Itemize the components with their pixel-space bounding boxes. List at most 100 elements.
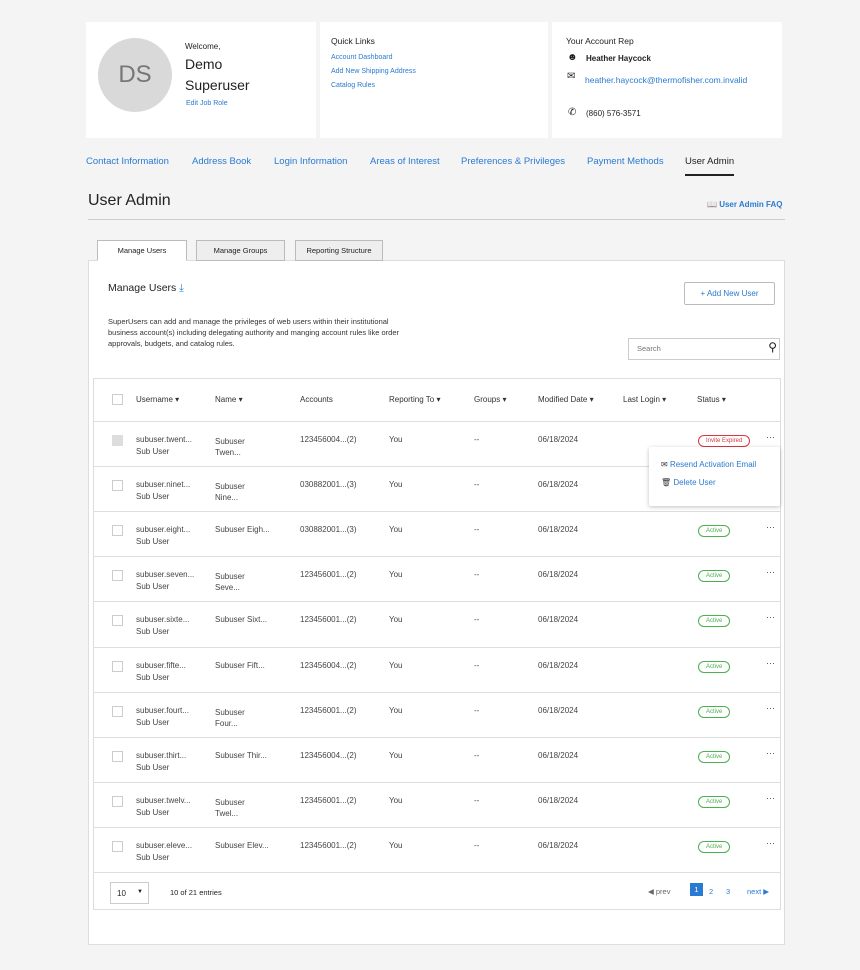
add-new-user-button[interactable]: + Add New User [684, 282, 775, 305]
edit-job-role-link[interactable]: Edit Job Role [186, 100, 228, 107]
row-checkbox[interactable] [112, 570, 123, 582]
account-rep-title: Your Account Rep [566, 36, 634, 46]
more-actions-icon[interactable]: ··· [766, 837, 775, 848]
more-actions-icon[interactable]: ··· [766, 567, 775, 578]
user-reporting-to: You [389, 615, 403, 625]
more-actions-icon[interactable]: ··· [766, 657, 775, 668]
nav-preferences-privileges[interactable]: Preferences & Privileges [461, 156, 566, 167]
prev-label: prev [655, 887, 671, 896]
row-checkbox[interactable] [112, 660, 123, 672]
avatar: DS [98, 38, 172, 112]
download-icon[interactable]: ⤓ [179, 282, 184, 294]
search-input[interactable] [637, 344, 757, 353]
page-2-button[interactable]: 2 [709, 887, 714, 896]
page-size-select[interactable]: 10 ▼ [110, 882, 149, 904]
col-last-login[interactable]: Last Login ▾ [623, 395, 667, 404]
row-checkbox[interactable] [112, 480, 123, 492]
catalog-rules-link[interactable]: Catalog Rules [331, 82, 375, 89]
nav-areas-of-interest[interactable]: Areas of Interest [370, 156, 440, 167]
select-all-checkbox[interactable] [112, 394, 123, 405]
add-shipping-address-link[interactable]: Add New Shipping Address [331, 68, 416, 75]
more-actions-icon[interactable]: ··· [766, 612, 775, 623]
more-actions-icon[interactable]: ··· [766, 792, 775, 803]
table-footer: 10 ▼ 10 of 21 entries ◀ prev 1 2 3 next ▶ [94, 872, 780, 904]
user-name: Subuser Seve... [215, 572, 245, 593]
col-username[interactable]: Username ▾ [136, 395, 180, 404]
user-modified-date: 06/18/2024 [538, 660, 579, 670]
manage-users-label: Manage Users [108, 282, 177, 294]
user-accounts: 123456004...(2) [300, 660, 357, 670]
tab-reporting-structure[interactable]: Reporting Structure [295, 240, 383, 261]
nav-contact-information[interactable]: Contact Information [86, 156, 169, 167]
resend-activation-email-item[interactable]: ✉ Resend Activation Email [661, 460, 756, 469]
col-name[interactable]: Name ▾ [215, 395, 243, 404]
row-checkbox[interactable] [112, 615, 123, 627]
user-name: Subuser Twel... [215, 797, 245, 818]
account-dashboard-link[interactable]: Account Dashboard [331, 54, 393, 61]
username-link[interactable]: subuser.seven... [136, 570, 195, 580]
row-checkbox[interactable] [112, 795, 123, 807]
user-accounts: 123456001...(2) [300, 840, 357, 850]
username-link[interactable]: subuser.twelv... [136, 795, 191, 805]
row-checkbox[interactable] [112, 750, 123, 762]
search-field[interactable]: ⚲ [628, 338, 780, 360]
nav-payment-methods[interactable]: Payment Methods [587, 156, 664, 167]
col-reporting-to[interactable]: Reporting To ▾ [389, 395, 441, 404]
delete-user-item[interactable]: 🗑 Delete User [661, 478, 716, 487]
col-status[interactable]: Status ▾ [697, 395, 726, 404]
status-badge: Active [698, 615, 731, 628]
next-button[interactable]: next ▶ [747, 887, 770, 896]
username-link[interactable]: subuser.twent... [136, 435, 193, 444]
username-link[interactable]: subuser.fifte... [136, 660, 186, 670]
user-role: Sub User [136, 807, 170, 817]
rep-email-link[interactable]: heather.haycock@thermofisher.com.invalid [585, 75, 748, 85]
email-icon: ✉ [567, 71, 576, 82]
quick-links-card: Quick Links Account Dashboard Add New Sh… [320, 22, 548, 138]
user-groups: -- [474, 660, 480, 670]
user-modified-date: 06/18/2024 [538, 840, 579, 850]
user-name: Subuser Twen... [215, 437, 245, 457]
more-actions-icon[interactable]: ··· [766, 522, 775, 533]
user-groups: -- [474, 435, 480, 444]
entries-count: 10 of 21 entries [170, 888, 222, 897]
more-actions-icon[interactable]: ··· [766, 702, 775, 713]
user-groups: -- [474, 615, 480, 625]
page-1-button[interactable]: 1 [690, 883, 703, 896]
tab-manage-groups[interactable]: Manage Groups [196, 240, 285, 261]
user-modified-date: 06/18/2024 [538, 525, 579, 535]
col-modified-date[interactable]: Modified Date ▾ [538, 395, 594, 404]
username-link[interactable]: subuser.eleve... [136, 840, 193, 850]
user-role: Sub User [136, 582, 170, 592]
table-row: subuser.fifte... Sub User Subuser Fift..… [94, 646, 780, 692]
manage-users-title: Manage Users ⤓ [108, 282, 184, 295]
prev-button[interactable]: ◀ prev [648, 887, 671, 896]
nav-login-information[interactable]: Login Information [274, 156, 348, 167]
username-link[interactable]: subuser.fourt... [136, 705, 189, 715]
user-accounts: 123456001...(2) [300, 795, 357, 805]
more-actions-icon[interactable]: ··· [766, 432, 775, 442]
tab-manage-users[interactable]: Manage Users [97, 240, 187, 261]
more-actions-icon[interactable]: ··· [766, 747, 775, 758]
username-link[interactable]: subuser.sixte... [136, 615, 190, 625]
rep-name: Heather Haycock [586, 54, 651, 63]
user-modified-date: 06/18/2024 [538, 705, 579, 715]
table-row: subuser.eight... Sub User Subuser Eigh..… [94, 511, 780, 556]
faq-link[interactable]: 📖 User Admin FAQ [707, 200, 782, 209]
page-3-button[interactable]: 3 [726, 887, 731, 896]
user-reporting-to: You [389, 435, 403, 444]
divider [88, 219, 785, 220]
username-link[interactable]: subuser.thirt... [136, 750, 187, 760]
nav-user-admin[interactable]: User Admin [685, 156, 735, 176]
username-link[interactable]: subuser.ninet... [136, 480, 191, 490]
row-checkbox[interactable] [112, 435, 123, 446]
nav-address-book[interactable]: Address Book [192, 156, 252, 167]
row-checkbox[interactable] [112, 525, 123, 537]
col-groups[interactable]: Groups ▾ [474, 395, 507, 404]
col-accounts: Accounts [300, 395, 333, 404]
user-groups: -- [474, 480, 480, 490]
row-checkbox[interactable] [112, 840, 123, 852]
username-link[interactable]: subuser.eight... [136, 525, 191, 535]
table-row: subuser.seven... Sub User Subuser Seve..… [94, 556, 780, 601]
search-icon[interactable]: ⚲ [768, 340, 777, 354]
row-checkbox[interactable] [112, 705, 123, 717]
